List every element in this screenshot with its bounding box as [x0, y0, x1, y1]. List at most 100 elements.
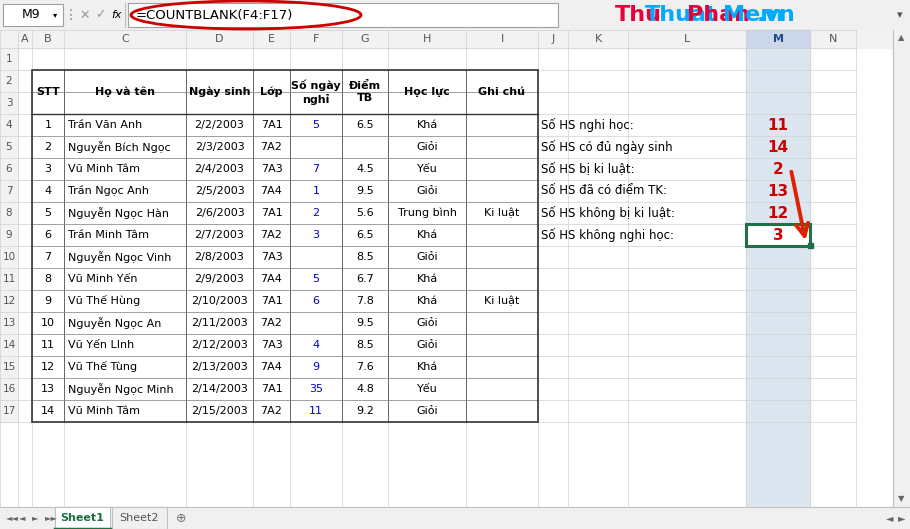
Text: 2: 2 — [45, 142, 52, 152]
Text: ◄: ◄ — [19, 514, 25, 523]
Text: 2/15/2003: 2/15/2003 — [191, 406, 248, 416]
Text: 7A3: 7A3 — [260, 340, 282, 350]
Text: 1: 1 — [45, 120, 52, 130]
Text: Vũ Thế Tùng: Vũ Thế Tùng — [68, 361, 137, 372]
Text: ⋮: ⋮ — [64, 8, 78, 22]
Text: Thuat: Thuat — [645, 5, 718, 25]
Text: 9.2: 9.2 — [356, 406, 374, 416]
Text: 7: 7 — [312, 164, 319, 174]
Bar — [0, 158, 18, 180]
Text: Số HS nghi học:: Số HS nghi học: — [541, 118, 633, 132]
Bar — [0, 48, 18, 70]
Text: 7A4: 7A4 — [260, 274, 282, 284]
Text: Giỏi: Giỏi — [416, 340, 438, 350]
Text: 13: 13 — [3, 318, 15, 328]
Text: Vũ Yến LInh: Vũ Yến LInh — [68, 340, 135, 350]
Text: Ki luật: Ki luật — [484, 208, 520, 218]
Text: ✕: ✕ — [80, 8, 90, 22]
Text: 7A2: 7A2 — [260, 406, 282, 416]
Text: 5.6: 5.6 — [356, 208, 374, 218]
Text: 14: 14 — [3, 340, 15, 350]
Text: 2/12/2003: 2/12/2003 — [191, 340, 248, 350]
Text: Trần Ngọc Anh: Trần Ngọc Anh — [68, 186, 149, 196]
Text: ◄: ◄ — [886, 513, 894, 523]
Text: Giỏi: Giỏi — [416, 318, 438, 328]
Text: Nguyễn Ngọc Minh: Nguyễn Ngọc Minh — [68, 383, 174, 395]
Text: 13: 13 — [41, 384, 55, 394]
Text: Giỏi: Giỏi — [416, 186, 438, 196]
Text: Nguyễn Ngọc Vinh: Nguyễn Ngọc Vinh — [68, 251, 171, 263]
Text: Khá: Khá — [417, 230, 438, 240]
Bar — [0, 356, 18, 378]
Text: 7.8: 7.8 — [356, 296, 374, 306]
Bar — [0, 268, 18, 290]
Text: Nguyễn Ngọc An: Nguyễn Ngọc An — [68, 317, 161, 329]
Bar — [0, 180, 18, 202]
Text: Yếu: Yếu — [417, 384, 438, 394]
Text: K: K — [594, 34, 602, 44]
Text: A: A — [21, 34, 29, 44]
Text: 2/10/2003: 2/10/2003 — [191, 296, 248, 306]
Text: E: E — [268, 34, 275, 44]
Text: J: J — [551, 34, 554, 44]
Bar — [0, 30, 18, 48]
Text: 3: 3 — [773, 227, 784, 242]
Text: 7A4: 7A4 — [260, 362, 282, 372]
Text: Số HS đã có điểm TK:: Số HS đã có điểm TK: — [541, 185, 667, 197]
Text: 2/13/2003: 2/13/2003 — [191, 362, 248, 372]
Text: Ki luật: Ki luật — [484, 296, 520, 306]
Text: 6: 6 — [45, 230, 52, 240]
Text: 9: 9 — [5, 230, 13, 240]
Text: Họ và tên: Họ và tên — [95, 87, 155, 97]
Text: M9: M9 — [22, 8, 40, 22]
Text: 7A1: 7A1 — [260, 384, 282, 394]
Text: 7A2: 7A2 — [260, 230, 282, 240]
Text: 4: 4 — [312, 340, 319, 350]
Text: 9.5: 9.5 — [356, 318, 374, 328]
Text: 6.5: 6.5 — [356, 230, 374, 240]
Text: 12: 12 — [3, 296, 15, 306]
Text: Mem: Mem — [723, 5, 784, 25]
Text: Khá: Khá — [417, 362, 438, 372]
Text: Giỏi: Giỏi — [416, 406, 438, 416]
Text: 1: 1 — [5, 54, 13, 64]
Text: 4: 4 — [45, 186, 52, 196]
Bar — [0, 334, 18, 356]
Text: Khá: Khá — [417, 120, 438, 130]
Text: 7A2: 7A2 — [260, 318, 282, 328]
Text: 11: 11 — [767, 117, 788, 132]
Text: Vũ Minh Yến: Vũ Minh Yến — [68, 274, 137, 284]
Text: Vũ Minh Tâm: Vũ Minh Tâm — [68, 164, 140, 174]
Text: ►: ► — [898, 513, 905, 523]
Text: 4: 4 — [5, 120, 13, 130]
Text: Số HS có đủ ngày sinh: Số HS có đủ ngày sinh — [541, 140, 672, 154]
Bar — [0, 70, 18, 92]
Text: Ghi chú: Ghi chú — [479, 87, 525, 97]
Text: Giỏi: Giỏi — [416, 252, 438, 262]
Text: B: B — [45, 34, 52, 44]
Bar — [0, 400, 18, 422]
Text: 2: 2 — [773, 161, 784, 177]
Bar — [0, 114, 18, 136]
Text: Thu: Thu — [615, 5, 662, 25]
Text: Điểm
TB: Điểm TB — [349, 81, 381, 103]
Text: 2/6/2003: 2/6/2003 — [195, 208, 245, 218]
Text: 8: 8 — [5, 208, 13, 218]
Text: 11: 11 — [309, 406, 323, 416]
Text: 3: 3 — [312, 230, 319, 240]
Text: 3: 3 — [5, 98, 13, 108]
Bar — [0, 136, 18, 158]
Text: Lớp: Lớp — [260, 87, 283, 97]
Text: 2/11/2003: 2/11/2003 — [191, 318, 248, 328]
Bar — [0, 30, 910, 48]
Text: 16: 16 — [3, 384, 15, 394]
Text: 7: 7 — [45, 252, 52, 262]
Text: Học lực: Học lực — [404, 87, 450, 97]
Text: 2/8/2003: 2/8/2003 — [195, 252, 245, 262]
Text: 8: 8 — [45, 274, 52, 284]
Text: ▾: ▾ — [53, 11, 57, 20]
Bar — [746, 224, 810, 246]
Bar — [0, 0, 910, 30]
Bar — [746, 30, 810, 48]
Text: 2: 2 — [5, 76, 13, 86]
